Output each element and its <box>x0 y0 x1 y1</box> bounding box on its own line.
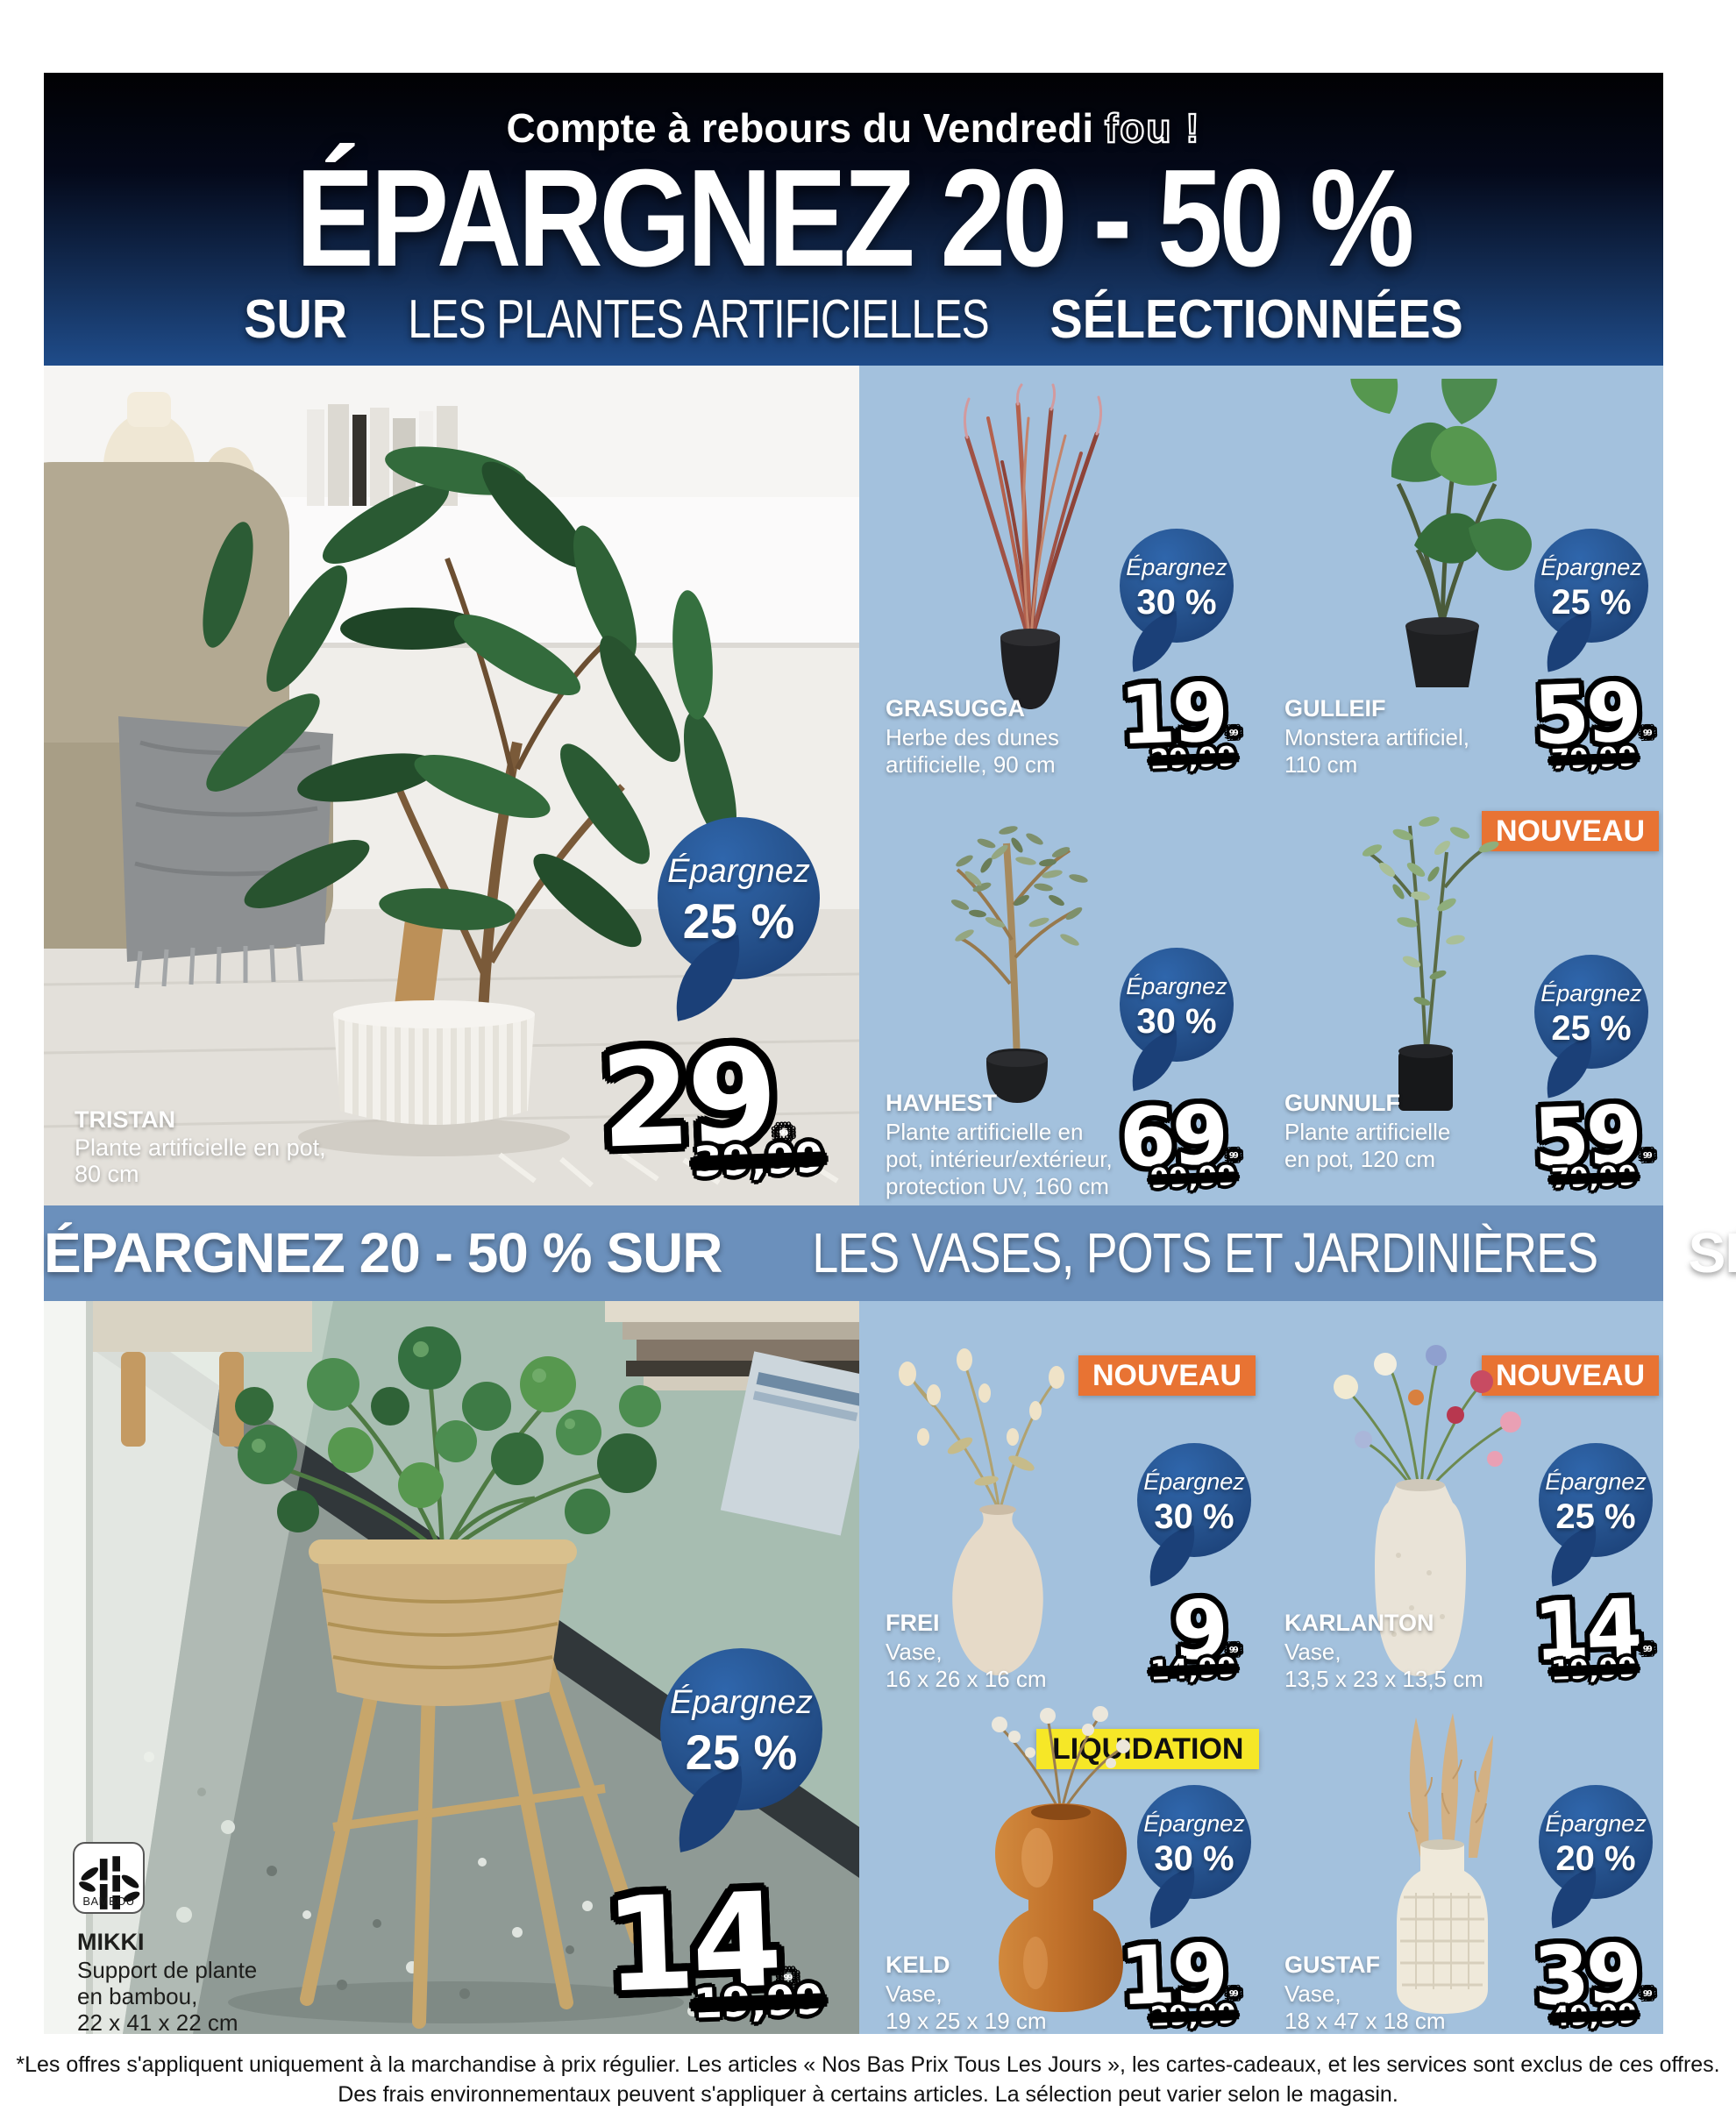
product-image-gunnulf <box>1324 791 1526 1120</box>
product-image-keld <box>960 1700 1162 2024</box>
legal-disclaimer: *Les offres s'appliquent uniquement à la… <box>0 2050 1736 2109</box>
old-price: 79,99 <box>1550 1160 1638 1195</box>
product-info-tristan: TRISTAN Plante artificielle en pot, 80 c… <box>75 1106 326 1187</box>
disclaimer-line-2: Des frais environnementaux peuvent s'app… <box>338 2082 1398 2107</box>
clearance-badge: LIQUIDATION <box>1036 1729 1260 1769</box>
product-info-karlanton: KARLANTON Vase, 13,5 x 23 x 13,5 cm <box>1284 1610 1483 1692</box>
kicker-text: Compte à rebours du Vendredi <box>506 105 1094 151</box>
hero-photo-tristan: Épargnez 25 % 29 99 39,99 TRISTAN Plante … <box>44 366 859 1205</box>
product-info-frei: FREI Vase, 16 x 26 x 16 cm <box>886 1610 1047 1692</box>
save-bubble: Épargnez 25 % <box>1534 955 1648 1099</box>
save-bubble: Épargnez 30 % <box>1120 529 1234 672</box>
product-info-grasugga: GRASUGGA Herbe des dunes artificielle, 9… <box>886 695 1060 778</box>
old-price: 99,99 <box>1149 1160 1237 1195</box>
product-info-keld: KELD Vase, 19 x 25 x 19 cm <box>886 1952 1047 2034</box>
product-image-havhest <box>912 800 1122 1111</box>
product-info-mikki: MIKKI Support de plante en bambou, 22 x … <box>77 1929 258 2034</box>
product-info-gulleif: GULLEIF Monstera artificiel, 110 cm <box>1284 695 1469 778</box>
old-price: 19,99 <box>693 1975 825 2029</box>
hero-photo-mikki: BAMBOU Épargnez 25 % 14 99 19,99 MIKKI Su… <box>44 1301 859 2034</box>
product-image-gulleif <box>1337 379 1547 694</box>
headline: ÉPARGNEZ 20 - 50 % <box>295 141 1415 295</box>
product-image-grasugga <box>934 383 1127 712</box>
old-price: 49,99 <box>1550 1998 1638 2033</box>
new-badge: NOUVEAU <box>1482 1355 1660 1396</box>
products-panel-vases: NOUVEAU <box>859 1301 1663 2034</box>
old-price: 79,99 <box>1550 741 1638 776</box>
save-bubble: Épargnez 30 % <box>1137 1785 1251 1929</box>
product-info-gustaf: GUSTAF Vase, 18 x 47 x 18 cm <box>1284 1952 1446 2034</box>
save-bubble: Épargnez 25 % <box>658 817 820 1021</box>
save-bubble: Épargnez 30 % <box>1137 1443 1251 1587</box>
new-badge: NOUVEAU <box>1078 1355 1256 1396</box>
product-image-frei <box>881 1340 1109 1678</box>
save-bubble: Épargnez 20 % <box>1539 1785 1653 1929</box>
new-badge: NOUVEAU <box>1482 811 1660 851</box>
old-price: 29,99 <box>1149 741 1237 776</box>
product-info-havhest: HAVHEST Plante artificielle en pot, inté… <box>886 1090 1113 1199</box>
bamboo-material-badge: BAMBOU <box>73 1842 145 1914</box>
living-room-scene <box>44 366 859 1205</box>
old-price: 29,99 <box>1149 1998 1237 2033</box>
save-value: 25 % <box>682 892 795 949</box>
bamboo-badge-label: BAMBOU <box>82 1895 135 1908</box>
save-bubble: Épargnez 30 % <box>1120 948 1234 1091</box>
disclaimer-line-1: *Les offres s'appliquent uniquement à la… <box>16 2052 1720 2077</box>
kicker-outline-text: fou ! <box>1104 104 1201 152</box>
old-price: 39,99 <box>693 1134 825 1187</box>
product-info-gunnulf: GUNNULF Plante artificielle en pot, 120 … <box>1284 1090 1451 1172</box>
kicker-line: Compte à rebours du Vendredi fou ! <box>44 104 1663 152</box>
save-bubble: Épargnez 25 % <box>1534 529 1648 672</box>
save-bubble: Épargnez 25 % <box>660 1648 822 1852</box>
bamboo-icon <box>79 1856 140 1909</box>
product-image-gustaf <box>1346 1709 1539 2024</box>
save-bubble: Épargnez 25 % <box>1539 1443 1653 1587</box>
headline-subtitle: SUR LES PLANTES ARTIFICIELLES SÉLECTIONN… <box>244 289 1463 350</box>
old-price: 19,99 <box>1550 1652 1638 1687</box>
old-price: 14,99 <box>1149 1652 1237 1687</box>
mid-banner: ÉPARGNEZ 20 - 50 % SUR LES VASES, POTS E… <box>44 1205 1736 1301</box>
products-panel-plants: Épargnez 30 % 19 99 29,99 GRASUGGA Herbe … <box>859 366 1663 1205</box>
top-banner: Compte à rebours du Vendredi fou ! ÉPARG… <box>44 73 1663 366</box>
product-image-karlanton <box>1298 1336 1543 1678</box>
save-label: Épargnez <box>667 852 810 890</box>
